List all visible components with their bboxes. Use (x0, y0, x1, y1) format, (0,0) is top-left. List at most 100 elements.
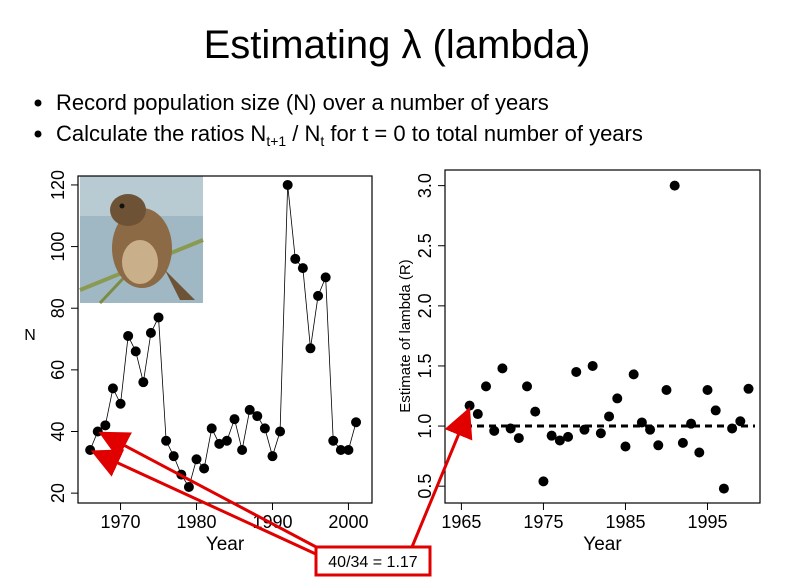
data-point (206, 423, 217, 434)
data-point (328, 435, 339, 446)
data-point (282, 179, 293, 190)
data-point (530, 406, 541, 417)
data-point (320, 272, 331, 283)
data-point (710, 405, 721, 416)
bullet-part: for t = 0 to total number of years (324, 121, 643, 146)
y-tick-label: 20 (48, 483, 68, 503)
data-point (669, 180, 680, 191)
data-point (587, 360, 598, 371)
data-point (694, 447, 705, 458)
data-point (244, 404, 255, 415)
data-point (145, 327, 156, 338)
data-point (343, 444, 354, 455)
data-point (653, 440, 664, 451)
data-point (138, 377, 149, 388)
data-point (252, 411, 263, 422)
data-point (183, 481, 194, 492)
subscript: t+1 (266, 133, 286, 149)
plot-frame (77, 175, 373, 504)
data-point (199, 463, 210, 474)
callout-text: 40/34 = 1.17 (328, 554, 418, 571)
bird-photo (79, 176, 204, 305)
data-point (702, 384, 713, 395)
annotation: 40/34 = 1.17 (90, 407, 473, 577)
x-tick-label: 1970 (101, 512, 141, 532)
callout-box (314, 545, 432, 577)
data-point (522, 381, 533, 392)
data-point (554, 435, 565, 446)
data-point (497, 363, 508, 374)
data-point (168, 451, 179, 462)
data-point (718, 483, 729, 494)
callout-arrow (410, 407, 473, 548)
bullet-dot (34, 99, 42, 107)
bullet-part: / N (286, 121, 320, 146)
data-point (472, 409, 483, 420)
y-tick-label: 80 (48, 298, 68, 318)
data-point (100, 420, 111, 431)
data-point (727, 423, 738, 434)
data-point (237, 444, 248, 455)
data-point (645, 424, 656, 435)
data-point (290, 253, 301, 264)
data-point (735, 416, 746, 427)
data-point (335, 444, 346, 455)
data-point (229, 414, 240, 425)
data-point (546, 430, 557, 441)
data-point (191, 454, 202, 465)
data-point (351, 417, 362, 428)
data-point (612, 393, 623, 404)
bullet: Calculate the ratios Nt+1 / Nt for t = 0… (56, 121, 643, 149)
y-tick-label: 3.0 (415, 173, 435, 198)
data-point (221, 435, 232, 446)
subscript: t (320, 133, 324, 149)
data-point (563, 431, 574, 442)
data-point (481, 381, 492, 392)
data-point (214, 438, 225, 449)
x-tick-label: 1975 (523, 512, 563, 532)
data-point (505, 423, 516, 434)
callout-arrow (90, 449, 319, 557)
data-point (636, 417, 647, 428)
x-tick-label: 1985 (605, 512, 645, 532)
data-point (571, 366, 582, 377)
data-point (275, 426, 286, 437)
y-axis-label: N (24, 327, 36, 344)
data-point (661, 384, 672, 395)
plot-frame (444, 169, 761, 504)
data-point (130, 346, 141, 357)
data-point (513, 433, 524, 444)
y-tick-label: 60 (48, 360, 68, 380)
y-axis-label: Estimate of lambda (R) (397, 259, 414, 412)
data-point (604, 411, 615, 422)
data-point (628, 369, 639, 380)
data-point (107, 383, 118, 394)
data-point (686, 418, 697, 429)
data-point (620, 441, 631, 452)
chart: 1965 1975 1985 1995 0.5 1.0 1.5 2.0 2.5 3.0 Year Es… (397, 169, 761, 555)
slide-title: Estimating λ (lambda) (204, 23, 591, 67)
data-point (297, 263, 308, 274)
x-axis-label: Year (583, 534, 622, 555)
callout-arrow (98, 431, 319, 550)
data-point (464, 400, 475, 411)
bullet: Record population size (N) over a number… (56, 90, 549, 115)
data-point (743, 383, 754, 394)
y-tick-label: 100 (48, 232, 68, 262)
bullet-dot (34, 130, 42, 138)
y-tick-label: 120 (48, 170, 68, 200)
data-point (305, 343, 316, 354)
data-point (489, 425, 500, 436)
data-point (677, 437, 688, 448)
x-tick-label: 2000 (328, 512, 368, 532)
data-point (595, 428, 606, 439)
y-tick-label: 2.0 (415, 293, 435, 318)
data-point (115, 398, 126, 409)
x-tick-label: 1965 (441, 512, 481, 532)
data-point (538, 476, 549, 487)
x-tick-label: 1995 (687, 512, 727, 532)
data-point (123, 330, 134, 341)
data-point (85, 444, 96, 455)
